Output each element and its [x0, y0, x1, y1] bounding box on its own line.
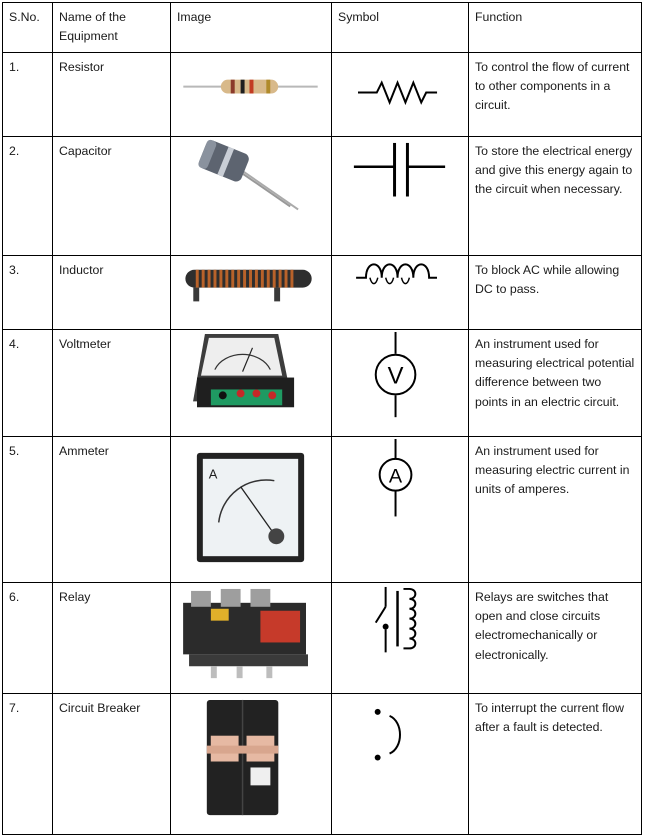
table-row: 1. Resistor To control the flow of curre… — [2, 52, 642, 137]
voltmeter-photo-icon — [193, 333, 295, 408]
resistor-image — [170, 52, 332, 137]
row-name: Inductor — [52, 255, 171, 330]
table-row: 7. Circuit Breaker To interrupt the curr… — [2, 693, 642, 835]
header-name: Name of the Equipment — [52, 2, 171, 53]
header-sno: S.No. — [2, 2, 53, 53]
relay-photo-icon — [183, 588, 308, 679]
capacitor-image — [170, 136, 332, 256]
inductor-photo-icon — [185, 269, 312, 302]
circuit-breaker-photo-icon — [206, 699, 279, 816]
row-sno: 7. — [2, 693, 53, 835]
row-name: Circuit Breaker — [52, 693, 171, 835]
row-name: Voltmeter — [52, 329, 171, 437]
resistor-icon — [358, 79, 438, 106]
voltmeter-icon: V — [374, 331, 417, 418]
voltmeter-image — [170, 329, 332, 437]
row-function: To block AC while allowing DC to pass. — [468, 255, 642, 330]
table-row: 5. Ammeter A A An instrument used for me… — [2, 436, 642, 583]
table-row: 6. Relay — [2, 582, 642, 694]
circuit-breaker-icon — [374, 708, 401, 761]
resistor-symbol — [331, 52, 469, 137]
ammeter-face-letter: A — [209, 467, 218, 482]
table-row: 4. Voltmeter V An i — [2, 329, 642, 437]
circuit-breaker-image — [170, 693, 332, 835]
voltmeter-letter: V — [388, 362, 404, 389]
capacitor-symbol — [331, 136, 469, 256]
relay-symbol — [331, 582, 469, 694]
row-sno: 3. — [2, 255, 53, 330]
row-name: Relay — [52, 582, 171, 694]
row-function: An instrument used for measuring electri… — [468, 329, 642, 437]
ammeter-icon: A — [378, 439, 413, 517]
inductor-icon — [356, 263, 437, 285]
ammeter-letter: A — [389, 466, 403, 488]
row-function: Relays are switches that open and close … — [468, 582, 642, 694]
row-sno: 1. — [2, 52, 53, 137]
inductor-symbol — [331, 255, 469, 330]
header-image: Image — [170, 2, 332, 53]
row-name: Ammeter — [52, 436, 171, 583]
header-row: S.No. Name of the Equipment Image Symbol… — [2, 2, 642, 53]
capacitor-photo-icon — [198, 139, 299, 211]
row-function: To control the flow of current to other … — [468, 52, 642, 137]
row-function: To store the electrical energy and give … — [468, 136, 642, 256]
header-symbol: Symbol — [331, 2, 469, 53]
row-name: Capacitor — [52, 136, 171, 256]
relay-image — [170, 582, 332, 694]
circuit-breaker-symbol — [331, 693, 469, 835]
row-sno: 5. — [2, 436, 53, 583]
ammeter-symbol: A — [331, 436, 469, 583]
voltmeter-symbol: V — [331, 329, 469, 437]
row-sno: 6. — [2, 582, 53, 694]
table-row: 3. Inductor — [2, 255, 642, 330]
row-sno: 4. — [2, 329, 53, 437]
table-row: 2. Capacitor To store the electrical en — [2, 136, 642, 256]
row-name: Resistor — [52, 52, 171, 137]
ammeter-image: A — [170, 436, 332, 583]
capacitor-icon — [353, 142, 446, 197]
inductor-image — [170, 255, 332, 330]
row-sno: 2. — [2, 136, 53, 256]
resistor-photo-icon — [183, 79, 318, 94]
relay-icon — [374, 586, 417, 653]
row-function: To interrupt the current flow after a fa… — [468, 693, 642, 835]
ammeter-photo-icon: A — [196, 452, 305, 563]
header-function: Function — [468, 2, 642, 53]
row-function: An instrument used for measuring electri… — [468, 436, 642, 583]
